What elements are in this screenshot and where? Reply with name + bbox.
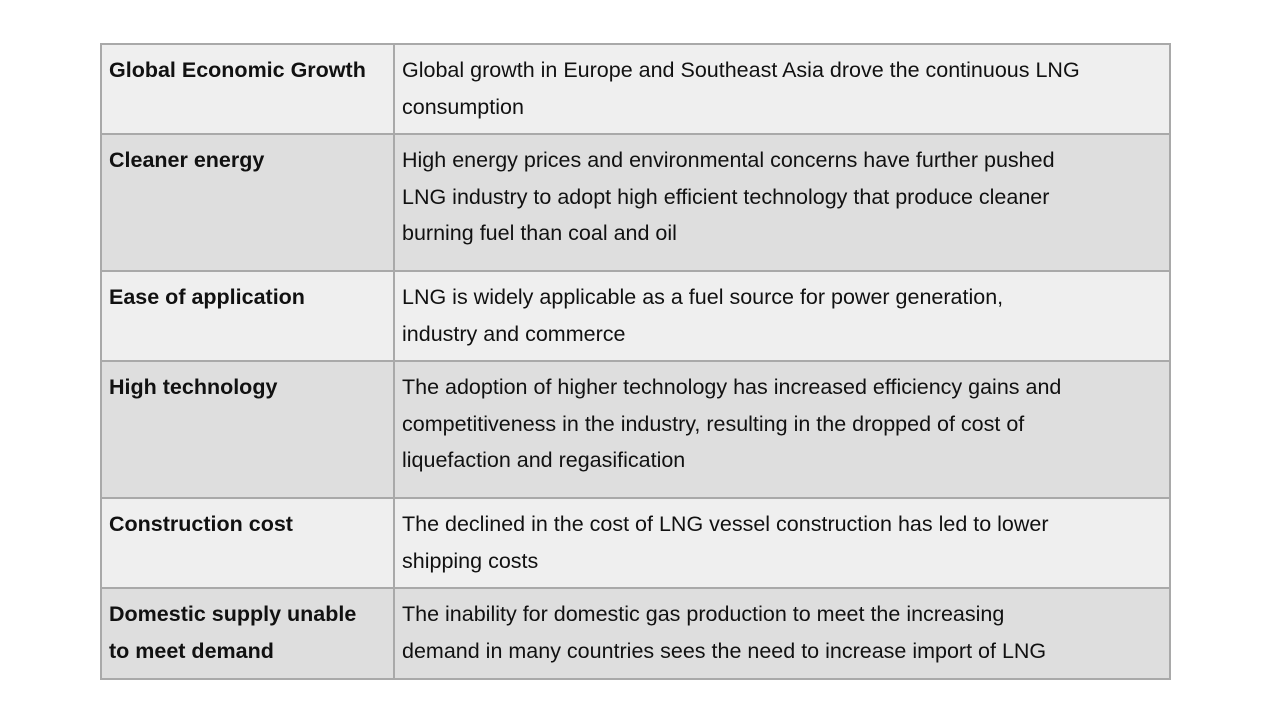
description-cell-line: competitiveness in the industry, resulti… — [402, 411, 1025, 436]
description-cell-line: High energy prices and environmental con… — [402, 148, 1055, 172]
description-cell-line: shipping costs — [402, 548, 539, 573]
factor-cell-line: High technology — [109, 375, 278, 399]
description-cell-line: Global growth in Europe and Southeast As… — [402, 58, 1080, 82]
description-cell-line: liquefaction and regasification — [402, 448, 686, 472]
table-row: High technology The adoption of higher te… — [100, 360, 1171, 499]
table-row: Domestic supply unable to meet demand The … — [100, 587, 1171, 680]
factor-cell-line: Global Economic Growth — [109, 58, 366, 82]
description-cell: The declined in the cost of LNG vessel c… — [393, 497, 1171, 589]
table-row: Global Economic Growth Global growth in E… — [100, 43, 1171, 135]
factor-cell: Global Economic Growth — [100, 43, 395, 135]
description-cell-line: The inability for domestic gas productio… — [402, 602, 1005, 626]
table-row: Ease of application LNG is widely applica… — [100, 270, 1171, 362]
factor-cell: Domestic supply unable to meet demand — [100, 587, 395, 680]
factor-cell-line: Ease of application — [109, 285, 305, 309]
description-cell-line: burning fuel than coal and oil — [402, 221, 677, 245]
factor-cell-line: to meet demand — [109, 638, 274, 663]
factor-cell: Construction cost — [100, 497, 395, 589]
description-cell: High energy prices and environmental con… — [393, 133, 1171, 272]
factor-cell: High technology — [100, 360, 395, 499]
factor-cell-line: Cleaner energy — [109, 148, 265, 172]
factor-cell-line: Construction cost — [109, 512, 293, 536]
description-cell: LNG is widely applicable as a fuel sourc… — [393, 270, 1171, 362]
description-cell-line: The adoption of higher technology has in… — [402, 375, 1062, 399]
description-cell-line: The declined in the cost of LNG vessel c… — [402, 512, 1049, 536]
description-cell-line: industry and commerce — [402, 321, 626, 346]
factor-cell: Cleaner energy — [100, 133, 395, 272]
description-cell: The inability for domestic gas productio… — [393, 587, 1171, 680]
description-cell-line: LNG is widely applicable as a fuel sourc… — [402, 285, 1004, 309]
description-cell: The adoption of higher technology has in… — [393, 360, 1171, 499]
table-row: Construction cost The declined in the cos… — [100, 497, 1171, 589]
description-cell-line: consumption — [402, 94, 524, 119]
table-row: Cleaner energy High energy prices and env… — [100, 133, 1171, 272]
description-cell-line: demand in many countries sees the need t… — [402, 638, 1047, 663]
description-cell: Global growth in Europe and Southeast As… — [393, 43, 1171, 135]
factor-cell-line: Domestic supply unable — [109, 602, 357, 626]
factor-cell: Ease of application — [100, 270, 395, 362]
lng-drivers-table: Global Economic Growth Global growth in E… — [100, 43, 1171, 680]
description-cell-line: LNG industry to adopt high efficient tec… — [402, 184, 1050, 209]
